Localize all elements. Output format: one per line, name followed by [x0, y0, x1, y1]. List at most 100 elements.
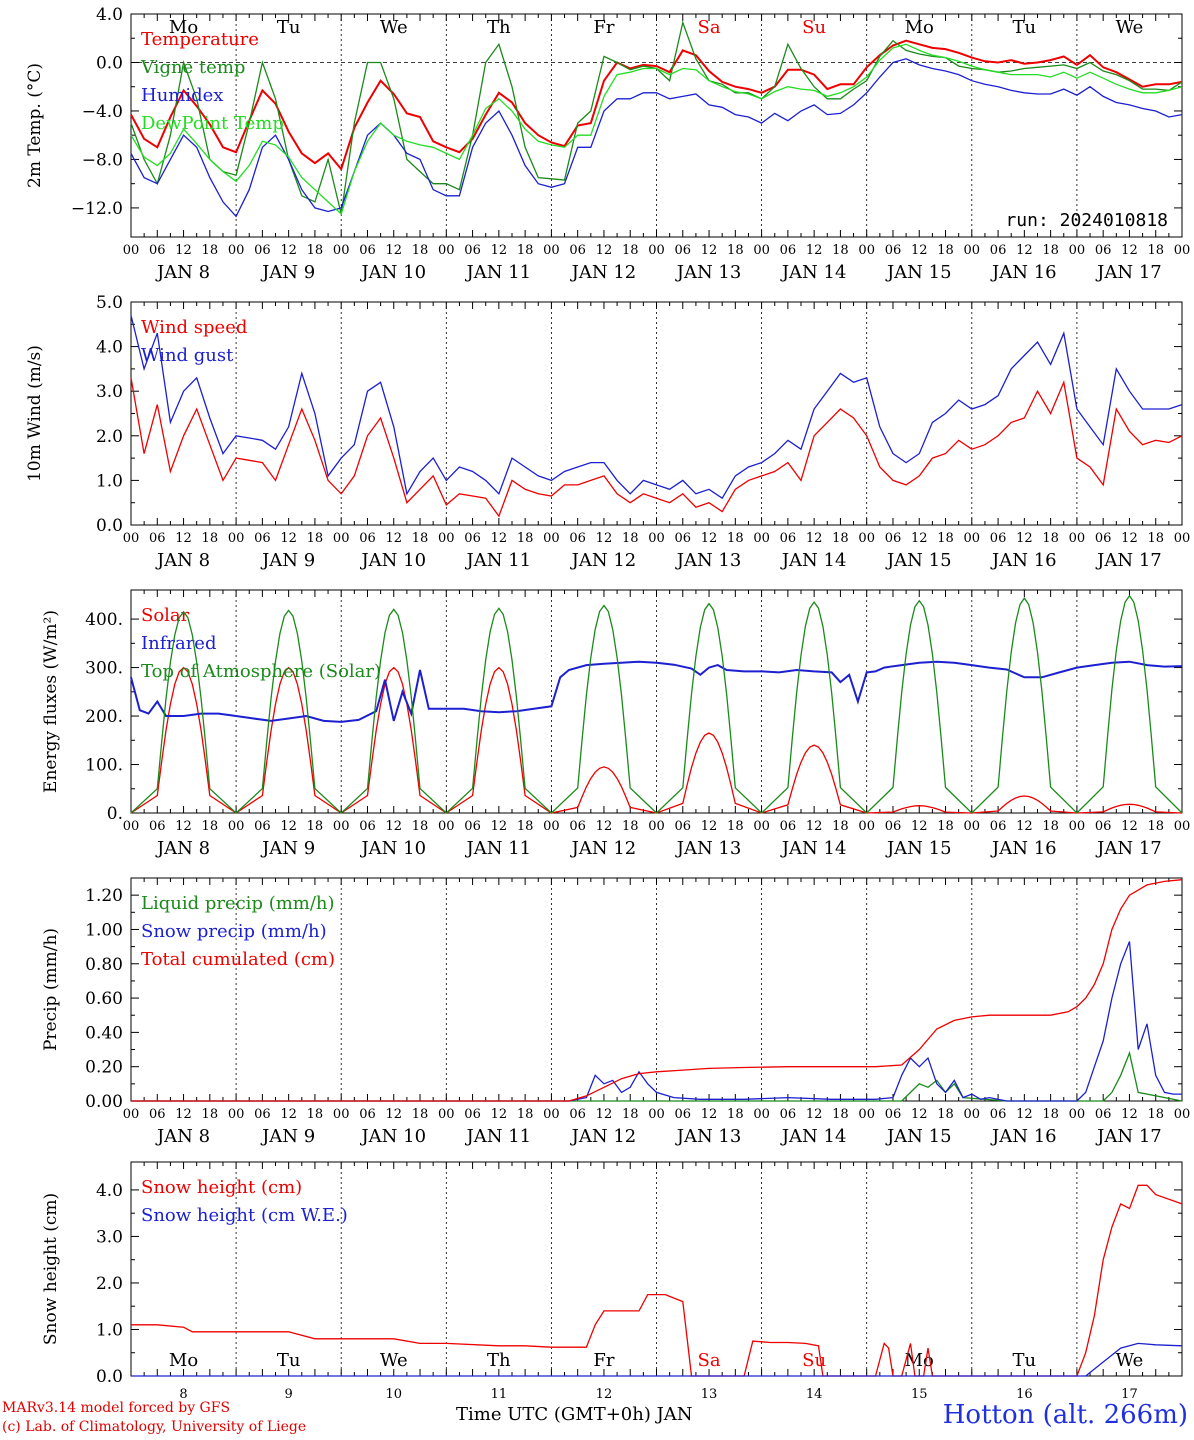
- x-hour-label: 06: [149, 819, 166, 834]
- x-hour-label: 00: [753, 243, 770, 258]
- x-hour-label: 00: [1069, 819, 1086, 834]
- x-hour-label: 00: [648, 243, 665, 258]
- weekday-label: Sa: [698, 17, 721, 38]
- x-date-label: JAN 9: [260, 838, 315, 859]
- x-date-label: JAN 10: [359, 550, 426, 571]
- x-hour-label: 00: [228, 531, 245, 546]
- x-hour-label: 18: [517, 243, 534, 258]
- x-date-label: JAN 15: [885, 262, 952, 283]
- x-hour-label: 18: [307, 819, 324, 834]
- x-hour-label: 00: [333, 1107, 350, 1122]
- x-hour-label: 12: [385, 1107, 402, 1122]
- legend-entry: Top of Atmosphere (Solar): [141, 661, 381, 682]
- weekday-label: Fr: [593, 17, 614, 38]
- station-title: Hotton (alt. 266m): [942, 1400, 1188, 1430]
- x-hour-label: 00: [228, 819, 245, 834]
- x-hour-label: 12: [1121, 1107, 1138, 1122]
- x-date-label: JAN 14: [780, 262, 847, 283]
- x-hour-label: 12: [911, 243, 928, 258]
- x-hour-label: 18: [1042, 531, 1059, 546]
- x-day-number: 15: [911, 1387, 928, 1402]
- x-date-label: JAN 13: [675, 262, 742, 283]
- x-hour-label: 18: [517, 819, 534, 834]
- y-axis-label: Snow height (cm): [41, 1193, 61, 1345]
- x-hour-label: 06: [885, 819, 902, 834]
- x-hour-label: 00: [1069, 243, 1086, 258]
- lab-credit: (c) Lab. of Climatology, University of L…: [2, 1419, 307, 1435]
- x-hour-label: 18: [307, 1107, 324, 1122]
- x-hour-label: 06: [149, 243, 166, 258]
- x-hour-label: 00: [228, 1107, 245, 1122]
- legend-entry: Wind gust: [141, 345, 234, 366]
- series-line-3: [130, 594, 1183, 814]
- x-day-number: 8: [179, 1387, 187, 1402]
- legend-entry: Total cumulated (cm): [141, 949, 335, 970]
- x-hour-label: 00: [1174, 531, 1191, 546]
- y-tick-label: 2.0: [96, 427, 123, 447]
- x-hour-label: 18: [1042, 243, 1059, 258]
- y-tick-label: 400.: [85, 610, 123, 630]
- x-hour-label: 12: [1121, 819, 1138, 834]
- x-hour-label: 00: [1069, 1107, 1086, 1122]
- x-date-label: JAN 8: [155, 838, 210, 859]
- x-hour-label: 06: [254, 243, 271, 258]
- y-tick-label: 0.40: [85, 1023, 123, 1043]
- series-line-1: [130, 39, 1183, 172]
- x-date-label: JAN 15: [885, 1126, 952, 1147]
- x-date-label: JAN 10: [359, 262, 426, 283]
- y-tick-label: −12.0: [71, 199, 123, 219]
- x-hour-label: 18: [832, 531, 849, 546]
- y-tick-label: 100.: [85, 756, 123, 776]
- x-hour-label: 00: [438, 531, 455, 546]
- x-hour-label: 12: [491, 1107, 508, 1122]
- x-date-label: JAN 14: [780, 1126, 847, 1147]
- x-hour-label: 12: [280, 819, 297, 834]
- series-line-1: [130, 377, 1183, 518]
- x-hour-label: 18: [622, 531, 639, 546]
- x-hour-label: 18: [937, 531, 954, 546]
- x-date-label: JAN 12: [570, 550, 637, 571]
- x-date-label: JAN 11: [465, 262, 532, 283]
- weekday-label: We: [380, 1350, 408, 1371]
- x-hour-label: 06: [990, 1107, 1007, 1122]
- x-date-label: JAN 11: [465, 1126, 532, 1147]
- y-tick-label: 0.0: [96, 53, 123, 73]
- x-date-label: JAN 11: [465, 838, 532, 859]
- x-date-label: JAN 17: [1095, 262, 1162, 283]
- x-hour-label: 06: [885, 243, 902, 258]
- x-hour-label: 12: [280, 1107, 297, 1122]
- series-line-4: [130, 43, 1183, 216]
- model-credit: MARv3.14 model forced by GFS: [2, 1400, 231, 1416]
- x-hour-label: 06: [359, 531, 376, 546]
- x-date-label: JAN 16: [990, 838, 1057, 859]
- x-hour-label: 06: [464, 531, 481, 546]
- x-hour-label: 00: [543, 1107, 560, 1122]
- x-hour-label: 18: [412, 1107, 429, 1122]
- legend-entry: DewPoint Temp: [141, 113, 284, 134]
- x-hour-label: 12: [596, 531, 613, 546]
- x-hour-label: 18: [937, 243, 954, 258]
- x-hour-label: 06: [254, 1107, 271, 1122]
- x-hour-label: 12: [280, 243, 297, 258]
- x-date-label: JAN 12: [570, 262, 637, 283]
- weekday-label: Mo: [169, 17, 198, 38]
- x-date-label: JAN 16: [990, 550, 1057, 571]
- legend-entry: Solar: [141, 605, 190, 626]
- weekday-label: We: [1116, 17, 1144, 38]
- y-tick-label: 3.0: [96, 382, 123, 402]
- x-hour-label: 06: [885, 1107, 902, 1122]
- weekday-label: Tu: [277, 17, 301, 38]
- x-hour-label: 18: [832, 1107, 849, 1122]
- x-hour-label: 18: [202, 243, 219, 258]
- x-hour-label: 18: [832, 819, 849, 834]
- x-hour-label: 00: [858, 531, 875, 546]
- x-day-number: 9: [285, 1387, 293, 1402]
- x-date-label: JAN 17: [1095, 550, 1162, 571]
- x-hour-label: 06: [254, 531, 271, 546]
- y-tick-label: −8.0: [82, 150, 123, 170]
- x-hour-label: 18: [622, 243, 639, 258]
- x-hour-label: 00: [333, 531, 350, 546]
- x-date-label: JAN 8: [155, 1126, 210, 1147]
- x-hour-label: 06: [359, 243, 376, 258]
- y-tick-label: 1.20: [85, 886, 123, 906]
